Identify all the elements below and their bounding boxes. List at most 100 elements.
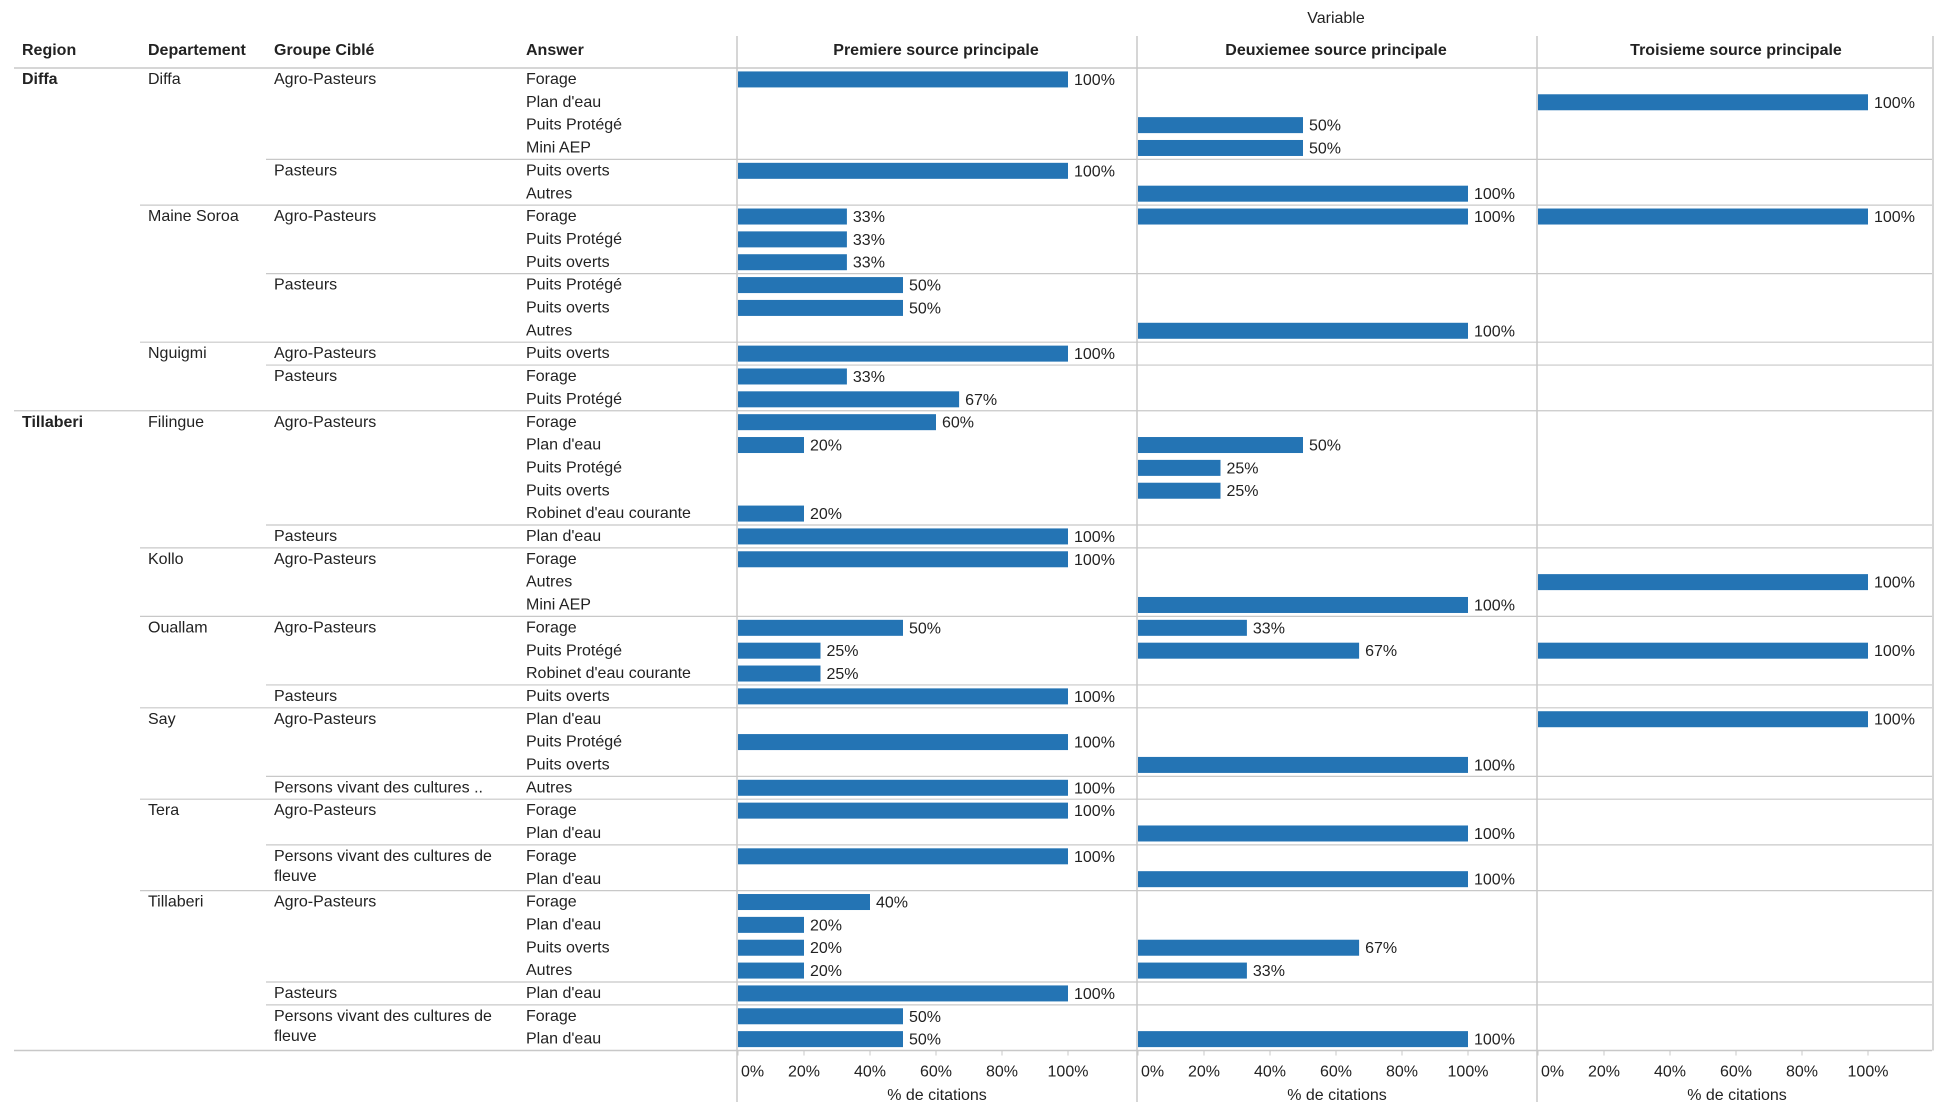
- bar: [1138, 1031, 1468, 1048]
- departement-label: Nguigmi: [148, 345, 207, 362]
- answer-label: Plan d'eau: [526, 985, 601, 1002]
- bar-value-label: 100%: [1074, 689, 1115, 706]
- bar-value-label: 67%: [1365, 643, 1397, 660]
- bar: [1138, 825, 1468, 842]
- answer-label: Puits Protégé: [526, 277, 622, 294]
- bar: [738, 299, 903, 316]
- axis-tick-label: 80%: [1386, 1064, 1418, 1081]
- answer-label: Forage: [526, 551, 577, 568]
- departement-label: Filingue: [148, 414, 204, 431]
- answer-label: Plan d'eau: [526, 1031, 601, 1048]
- bar-value-label: 25%: [1227, 460, 1259, 477]
- bar: [738, 642, 821, 659]
- axis-tick-label: 40%: [854, 1064, 886, 1081]
- bar-value-label: 100%: [1474, 872, 1515, 889]
- answer-label: Autres: [526, 185, 572, 202]
- bar: [738, 231, 847, 248]
- bar: [738, 277, 903, 294]
- bar: [738, 162, 1068, 179]
- bar-value-label: 50%: [909, 300, 941, 317]
- bar: [738, 528, 1068, 545]
- bar: [738, 437, 804, 454]
- bar: [738, 1031, 903, 1048]
- bar: [1138, 642, 1360, 659]
- answer-label: Puits overts: [526, 482, 610, 499]
- answer-label: Forage: [526, 1008, 577, 1025]
- axis-tick-label: 60%: [1720, 1064, 1752, 1081]
- groupe-label: Agro-Pasteurs: [274, 71, 376, 88]
- answer-label: Mini AEP: [526, 597, 591, 614]
- bar: [738, 916, 804, 933]
- bar-value-label: 20%: [810, 963, 842, 980]
- bar-value-label: 100%: [1474, 826, 1515, 843]
- axis-tick-label: 100%: [1448, 1064, 1489, 1081]
- bar: [738, 962, 804, 979]
- bar: [738, 414, 936, 431]
- bar: [738, 208, 847, 225]
- bar: [1138, 437, 1303, 454]
- bar-value-label: 100%: [1074, 803, 1115, 820]
- answer-label: Puits overts: [526, 939, 610, 956]
- bar: [1138, 139, 1303, 156]
- bar: [738, 939, 804, 956]
- bar: [738, 779, 1068, 796]
- answer-label: Plan d'eau: [526, 825, 601, 842]
- groupe-label: Agro-Pasteurs: [274, 414, 376, 431]
- bar-value-label: 40%: [876, 895, 908, 912]
- bar-value-label: 20%: [810, 940, 842, 957]
- groupe-label: Persons vivant des cultures ..: [274, 779, 483, 796]
- bar-value-label: 67%: [1365, 940, 1397, 957]
- header-groupe: Groupe Ciblé: [274, 42, 375, 59]
- bar-value-label: 33%: [1253, 620, 1285, 637]
- groupe-label: Agro-Pasteurs: [274, 802, 376, 819]
- header-answer: Answer: [526, 42, 584, 59]
- grid-lines: [14, 36, 1934, 1102]
- groupe-label: Agro-Pasteurs: [274, 345, 376, 362]
- answer-label: Plan d'eau: [526, 711, 601, 728]
- axis-tick-label: 20%: [788, 1064, 820, 1081]
- bar: [738, 1008, 903, 1025]
- departement-label: Tera: [148, 802, 179, 819]
- region-label: Diffa: [22, 71, 58, 88]
- answer-label: Plan d'eau: [526, 916, 601, 933]
- answer-label: Forage: [526, 414, 577, 431]
- departement-label: Kollo: [148, 551, 184, 568]
- groupe-label: Pasteurs: [274, 368, 337, 385]
- groupe-label: Agro-Pasteurs: [274, 551, 376, 568]
- groupe-label: Pasteurs: [274, 277, 337, 294]
- bar-value-label: 25%: [827, 666, 859, 683]
- answer-label: Plan d'eau: [526, 437, 601, 454]
- groupe-label: Agro-Pasteurs: [274, 711, 376, 728]
- bar: [1138, 322, 1468, 339]
- bars: 100% 100% 50% 50% 100% 100% 33% 100% 100% 33% 33% 5…: [738, 71, 1915, 1049]
- header-departement: Departement: [148, 42, 246, 59]
- bar: [738, 368, 847, 385]
- axis-tick-label: 80%: [986, 1064, 1018, 1081]
- answer-label: Puits Protégé: [526, 231, 622, 248]
- bar: [1538, 711, 1868, 728]
- bar-value-label: 100%: [1874, 643, 1915, 660]
- bar-value-label: 100%: [1074, 986, 1115, 1003]
- answer-label: Forage: [526, 71, 577, 88]
- bar-value-label: 100%: [1874, 575, 1915, 592]
- answer-label: Puits Protégé: [526, 117, 622, 134]
- bar-value-label: 50%: [1309, 118, 1341, 135]
- row-labels: Diffa Diffa Agro-Pasteurs Forage Plan d'eau P…: [22, 71, 691, 1048]
- answer-label: Autres: [526, 574, 572, 591]
- bar: [1138, 208, 1468, 225]
- groupe-label: Pasteurs: [274, 985, 337, 1002]
- axis-tick-label: 80%: [1786, 1064, 1818, 1081]
- answer-label: Puits Protégé: [526, 459, 622, 476]
- variable-label: Variable: [1307, 10, 1365, 27]
- axis-tick-label: 0%: [1541, 1064, 1564, 1081]
- groupe-label: Persons vivant des cultures de fleuve: [274, 848, 492, 885]
- bar-value-label: 100%: [1474, 1032, 1515, 1049]
- answer-label: Plan d'eau: [526, 94, 601, 111]
- axis-label: % de citations: [887, 1087, 987, 1102]
- answer-label: Forage: [526, 368, 577, 385]
- bar-value-label: 100%: [1074, 849, 1115, 866]
- answer-label: Forage: [526, 894, 577, 911]
- header-region: Region: [22, 42, 76, 59]
- answer-label: Puits overts: [526, 757, 610, 774]
